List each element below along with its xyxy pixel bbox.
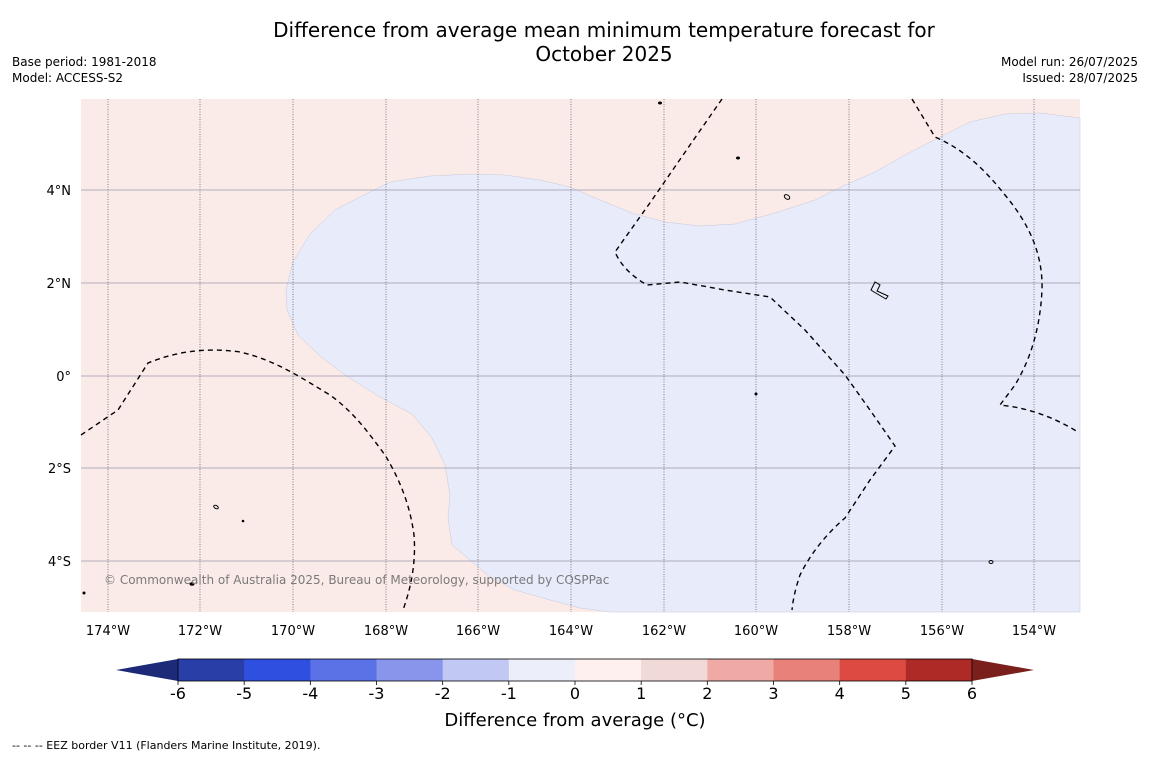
island	[189, 582, 195, 586]
colorbar-tick-label: -3	[369, 684, 385, 700]
lon-label: 158°W	[827, 624, 871, 639]
island	[736, 156, 740, 160]
colorbar-segment	[707, 659, 774, 681]
issued-label: Issued: 28/07/2025	[1022, 71, 1138, 85]
model-label: Model: ACCESS-S2	[12, 71, 124, 85]
lat-label: 4°S	[48, 555, 71, 570]
graticule	[81, 99, 1080, 612]
colorbar-segment	[839, 659, 907, 681]
colorbar-segment	[244, 659, 311, 681]
latitude-labels: 4°N 2°N 0° 2°S 4°S	[47, 184, 72, 570]
lon-label: 170°W	[271, 624, 315, 639]
lon-label: 172°W	[178, 624, 222, 639]
lat-label: 4°N	[47, 184, 72, 199]
copyright-text: © Commonwealth of Australia 2025, Bureau…	[104, 573, 609, 587]
eez-border-line	[614, 98, 896, 611]
colorbar-segment	[310, 659, 377, 681]
eez-border-line	[80, 349, 416, 611]
lon-label: 162°W	[642, 624, 686, 639]
lon-label: 156°W	[920, 624, 964, 639]
colorbar-segment	[575, 659, 642, 681]
colorbar-high-extension	[972, 659, 1034, 681]
island	[658, 101, 662, 105]
longitude-labels: 174°W 172°W 170°W 168°W 166°W 164°W 162°…	[86, 624, 1056, 639]
colorbar-segment	[773, 659, 841, 681]
model-run-label: Model run: 26/07/2025	[1000, 55, 1138, 69]
colorbar-tick-label: 3	[768, 684, 778, 700]
colorbar-tick-label: 5	[901, 684, 911, 700]
island	[213, 504, 219, 510]
colorbar-tick-label: 1	[636, 684, 646, 700]
colorbar-segment	[442, 659, 510, 681]
island	[82, 591, 86, 595]
map-figure: © Commonwealth of Australia 2025, Bureau…	[47, 98, 1081, 700]
colorbar-segment	[376, 659, 444, 681]
colorbar: -6 -5 -4 -3 -2 -1 0 1 2 3 4 5 6	[116, 658, 1034, 700]
colorbar-title: Difference from average (°C)	[444, 710, 706, 731]
lat-label: 0°	[56, 370, 71, 385]
colorbar-tick-label: 2	[702, 684, 712, 700]
colorbar-low-extension	[116, 659, 178, 681]
islands	[82, 101, 994, 595]
colorbar-tick-label: 6	[967, 684, 977, 700]
colorbar-segment	[641, 659, 708, 681]
eez-borders	[80, 98, 1079, 611]
island	[988, 560, 994, 564]
model-info: Base period: 1981-2018 Model: ACCESS-S2	[12, 54, 157, 86]
lon-label: 164°W	[549, 624, 593, 639]
map-title: Difference from average mean minimum tem…	[200, 18, 1008, 66]
lon-label: 174°W	[86, 624, 130, 639]
lat-label: 2°S	[48, 462, 71, 477]
title-line-2: October 2025	[535, 42, 673, 66]
island	[241, 519, 245, 523]
lon-label: 166°W	[456, 624, 500, 639]
colorbar-tick-label: -5	[236, 684, 252, 700]
lon-label: 160°W	[734, 624, 778, 639]
colorbar-segment	[905, 659, 973, 681]
title-line-1: Difference from average mean minimum tem…	[273, 18, 935, 42]
base-period-label: Base period: 1981-2018	[12, 55, 157, 69]
island	[783, 194, 791, 200]
island	[754, 392, 758, 396]
eez-footnote: -- -- -- EEZ border V11 (Flanders Marine…	[12, 739, 321, 752]
run-info: Model run: 26/07/2025 Issued: 28/07/2025	[1001, 54, 1138, 86]
island	[870, 281, 889, 300]
colorbar-tick-label: -6	[170, 684, 186, 700]
colorbar-tick-label: -1	[501, 684, 517, 700]
colorbar-tick-label: 0	[570, 684, 580, 700]
lon-label: 168°W	[364, 624, 408, 639]
colorbar-tick-label: -4	[302, 684, 318, 700]
colorbar-tick-label: -2	[435, 684, 451, 700]
colorbar-segment	[178, 659, 245, 681]
colorbar-tick-label: 4	[835, 684, 845, 700]
colorbar-segment	[508, 659, 576, 681]
lat-label: 2°N	[47, 277, 72, 292]
lon-label: 154°W	[1012, 624, 1056, 639]
